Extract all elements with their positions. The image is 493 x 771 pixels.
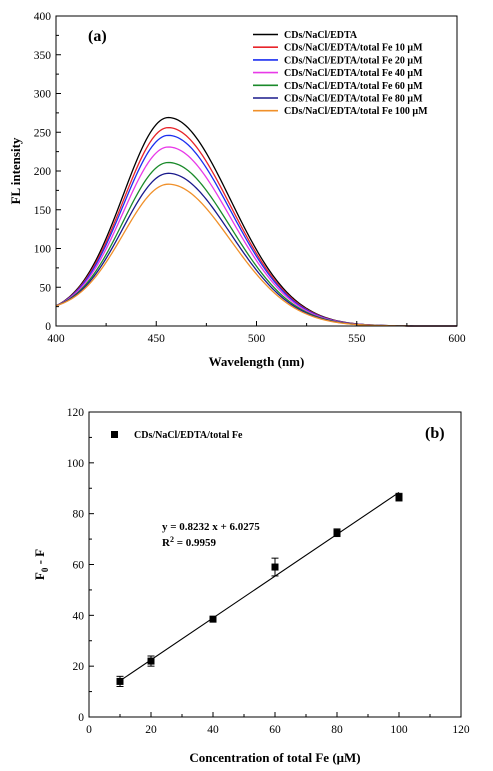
panel-b-x-tick-label: 120 [452,724,470,736]
panel-a-curves [55,116,457,327]
panel-a-y-tick-label: 300 [34,89,52,101]
panel-b-legend-marker [111,431,118,438]
panel-b-legend: CDs/NaCl/EDTA/total Fe [111,430,243,441]
panel-b-y-tick-label: 100 [67,458,85,470]
panel-a-legend: CDs/NaCl/EDTA CDs/NaCl/EDTA/total Fe 10 μ… [253,30,428,117]
legend-label-6: CDs/NaCl/EDTA/total Fe 100 μM [284,106,428,117]
panel-b-fit-line [119,491,400,682]
panel-b-y-axis-title-subscript: 0 [40,567,50,572]
panel-a-y-tick-label: 350 [34,50,52,62]
panel-a-y-tick-label: 50 [40,282,52,294]
panel-b-y-axis-title-main: F [32,572,47,580]
panel-b-y-tick-label: 60 [73,560,85,572]
fit-r-squared-value: = 0.9959 [174,537,217,549]
panel-a-label: (a) [88,28,107,45]
panel-a-x-axis-title: Wavelength (nm) [209,354,305,369]
spectrum-line-4 [55,161,457,327]
panel-a-y-tick-label: 200 [34,166,52,178]
data-point [209,615,217,623]
panel-a-x-tick-label: 450 [148,333,166,345]
panel-b-x-axis-title: Concentration of total Fe (μM) [189,750,360,765]
panel-b-y-tick-label: 40 [73,610,85,622]
spectrum-line-6 [55,183,457,327]
legend-label-4: CDs/NaCl/EDTA/total Fe 60 μM [284,81,423,92]
fit-equation: y = 0.8232 x + 6.0275 [162,521,260,533]
panel-b-x-tick-label: 40 [207,724,219,736]
data-point [271,563,279,571]
panel-a-x-tick-label: 550 [348,333,366,345]
panel-b-y-tick-label: 0 [78,712,84,724]
panel-a-y-tick-label: 400 [34,11,52,23]
panel-a-x-tick-label: 500 [248,333,266,345]
panel-b-x-tick-label: 60 [269,724,281,736]
panel-a-y-tick-label: 100 [34,244,52,256]
legend-label-5: CDs/NaCl/EDTA/total Fe 80 μM [284,94,423,105]
fit-r-squared-main: R [162,537,171,549]
panel-a-x-tick-label: 400 [47,333,65,345]
panel-b-x-tick-label: 80 [331,724,343,736]
panel-b-y-tick-label: 80 [73,509,85,521]
panel-b-ticks: 0 20 40 60 80 100 120 0 20 40 60 80 100 120 [67,407,470,736]
panel-b-x-tick-label: 0 [86,724,92,736]
legend-label-3: CDs/NaCl/EDTA/total Fe 40 μM [284,68,423,79]
panel-b-legend-label: CDs/NaCl/EDTA/total Fe [134,430,243,441]
data-point [147,657,155,665]
panel-a-y-tick-label: 250 [34,127,52,139]
panel-a-x-tick-label: 600 [448,333,466,345]
fit-r-squared: R2 = 0.9959 [162,535,216,549]
panel-b-y-tick-label: 20 [73,661,85,673]
data-point [395,493,403,501]
panel-b-x-tick-label: 100 [390,724,408,736]
data-point [333,529,341,537]
legend-label-0: CDs/NaCl/EDTA [284,30,358,41]
legend-label-2: CDs/NaCl/EDTA/total Fe 20 μM [284,55,423,66]
panel-b-label: (b) [425,425,445,442]
spectrum-line-2 [55,134,457,327]
fit-r-squared-superscript: 2 [170,535,174,544]
legend-label-1: CDs/NaCl/EDTA/total Fe 10 μM [284,43,423,54]
panel-b-y-tick-label: 120 [67,407,85,419]
panel-b-x-tick-label: 20 [145,724,157,736]
panel-a-y-tick-label: 0 [45,321,51,333]
data-point [116,677,124,685]
panel-a-emission-spectra: 400 450 500 550 600 0 50 100 150 200 250 300 350400 … [8,11,466,369]
panel-b-y-axis-title-rest: - F [32,549,47,568]
panel-a-y-axis-title: FL intensity [8,137,23,204]
panel-a-y-tick-label: 150 [34,205,52,217]
panel-b-points [116,492,403,687]
panel-b-y-axis-title: F0 - F [32,549,50,580]
panel-a-ticks: 400 450 500 550 600 0 50 100 150 200 250 300 350 400 [34,11,466,345]
